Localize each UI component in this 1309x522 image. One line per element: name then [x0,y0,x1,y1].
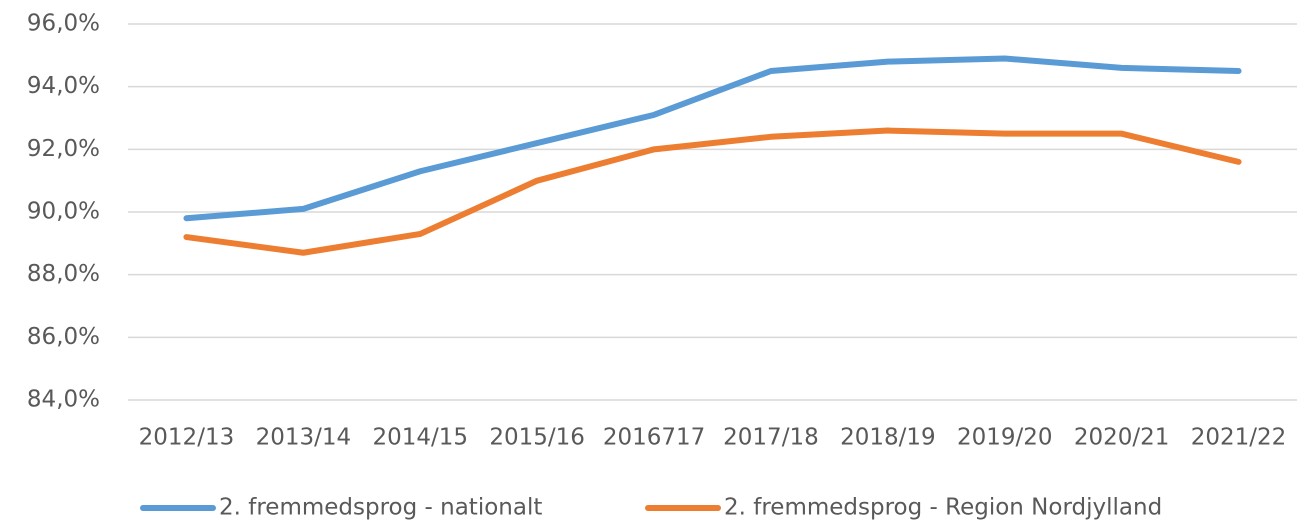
x-tick-label: 2012/13 [139,425,235,451]
legend-label: 2. fremmedsprog - Region Nordjylland [724,495,1162,521]
x-tick-label: 2014/15 [372,425,468,451]
series-line [183,55,1242,222]
y-tick-label: 86,0% [27,324,100,350]
y-tick-label: 90,0% [27,199,100,225]
y-tick-label: 88,0% [27,261,100,287]
x-tick-label: 2018/19 [840,425,936,451]
x-tick-label: 2020/21 [1074,425,1170,451]
x-tick-label: 2017/18 [723,425,819,451]
x-tick-label: 2019/20 [957,425,1053,451]
x-tick-label: 2016717 [603,425,705,451]
y-tick-label: 92,0% [27,136,100,162]
y-tick-label: 94,0% [27,73,100,99]
y-tick-label: 84,0% [27,387,100,413]
y-tick-label: 96,0% [27,11,100,37]
x-tick-label: 2013/14 [256,425,352,451]
x-tick-label: 2015/16 [489,425,585,451]
x-tick-label: 2021/22 [1191,425,1287,451]
legend-label: 2. fremmedsprog - nationalt [219,495,542,521]
series-line [183,127,1242,256]
